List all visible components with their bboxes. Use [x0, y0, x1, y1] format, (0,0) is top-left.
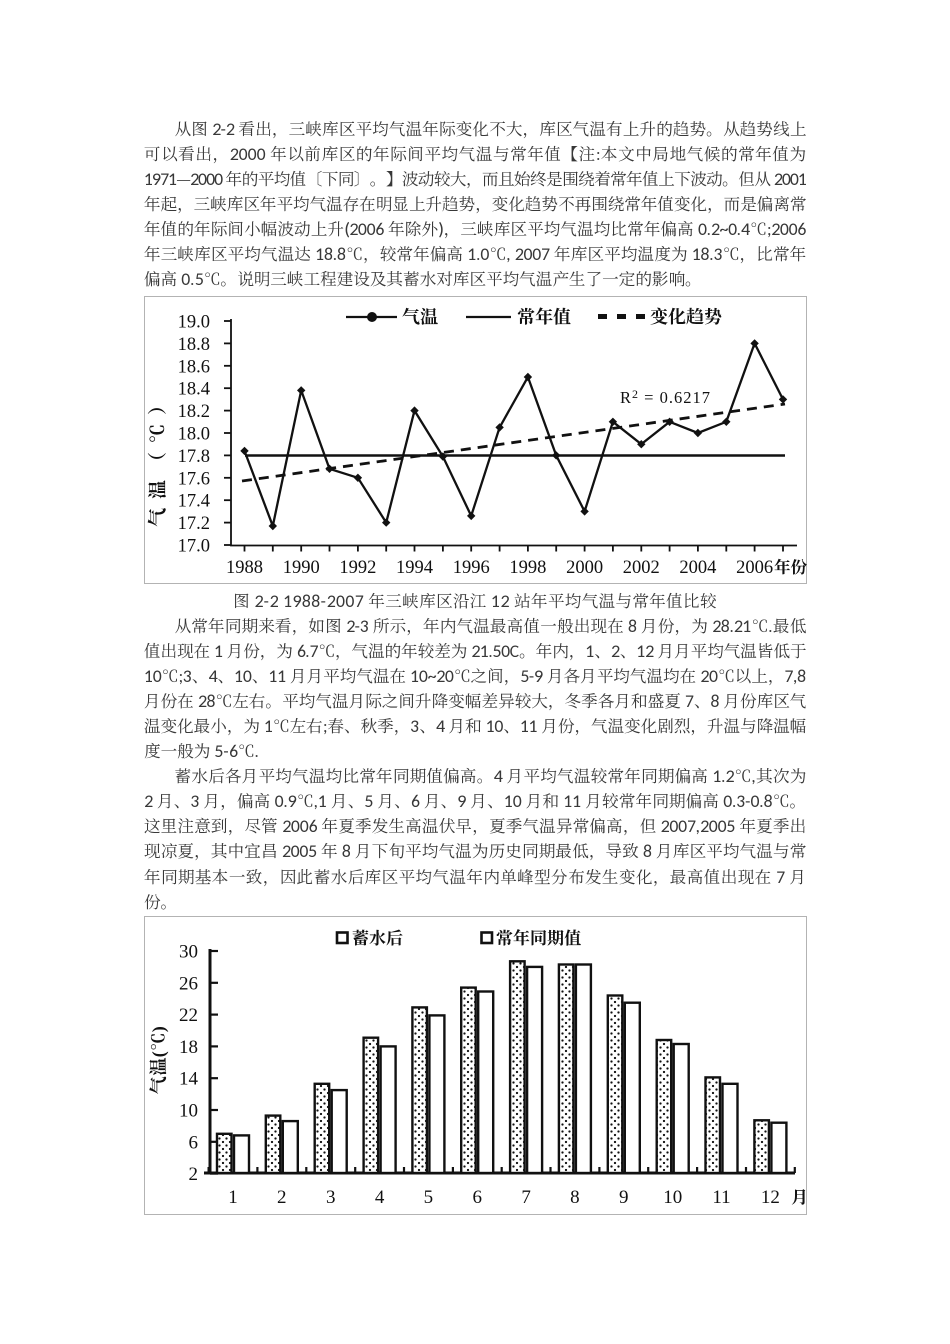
svg-text:18.2: 18.2 — [178, 402, 210, 422]
svg-text:1994: 1994 — [396, 558, 433, 578]
svg-text:2002: 2002 — [623, 558, 660, 578]
svg-text:17.6: 17.6 — [178, 469, 210, 489]
svg-text:2: 2 — [277, 1187, 287, 1208]
svg-text:7: 7 — [521, 1187, 531, 1208]
svg-text:17.4: 17.4 — [178, 492, 210, 512]
svg-text:6: 6 — [189, 1132, 199, 1153]
svg-text:1988: 1988 — [226, 558, 263, 578]
svg-text:22: 22 — [179, 1005, 198, 1026]
svg-text:常年值: 常年值 — [517, 303, 572, 329]
svg-text:常年同期值: 常年同期值 — [496, 924, 581, 949]
svg-text:8: 8 — [570, 1187, 580, 1208]
svg-text:变化趋势: 变化趋势 — [650, 303, 722, 329]
svg-text:5: 5 — [424, 1187, 434, 1208]
svg-text:3: 3 — [326, 1187, 336, 1208]
svg-text:11: 11 — [712, 1187, 730, 1208]
svg-text:1: 1 — [228, 1187, 238, 1208]
svg-text:月: 月 — [791, 1183, 807, 1208]
svg-text:1998: 1998 — [509, 558, 546, 578]
svg-text:18.8: 18.8 — [178, 335, 210, 355]
svg-text:19.0: 19.0 — [178, 313, 210, 333]
svg-text:10: 10 — [663, 1187, 682, 1208]
svg-text:18: 18 — [179, 1037, 198, 1058]
svg-text:10: 10 — [179, 1101, 198, 1122]
svg-text:4: 4 — [375, 1187, 385, 1208]
svg-text:1996: 1996 — [453, 558, 490, 578]
svg-text:R2 = 0.6217: R2 = 0.6217 — [620, 387, 711, 407]
svg-text:6: 6 — [472, 1187, 482, 1208]
svg-text:14: 14 — [179, 1069, 199, 1090]
svg-text:30: 30 — [179, 942, 198, 963]
svg-text:9: 9 — [619, 1187, 629, 1208]
svg-text:1992: 1992 — [339, 558, 376, 578]
svg-text:1990: 1990 — [283, 558, 320, 578]
svg-text:气温(℃): 气温(℃) — [145, 1026, 171, 1095]
svg-text:2006: 2006 — [736, 558, 773, 578]
svg-text:17.2: 17.2 — [178, 514, 210, 534]
svg-text:18.0: 18.0 — [178, 425, 210, 445]
svg-text:2: 2 — [189, 1164, 199, 1185]
svg-text:12: 12 — [761, 1187, 780, 1208]
svg-text:17.8: 17.8 — [178, 447, 210, 467]
svg-text:17.0: 17.0 — [178, 537, 210, 557]
svg-text:年份: 年份 — [774, 554, 807, 578]
svg-text:气温: 气温 — [402, 303, 438, 329]
svg-text:蓄水后: 蓄水后 — [352, 924, 403, 949]
svg-text:18.6: 18.6 — [178, 357, 210, 377]
svg-text:2000: 2000 — [566, 558, 603, 578]
svg-text:2004: 2004 — [679, 558, 716, 578]
svg-text:18.4: 18.4 — [178, 380, 210, 400]
svg-text:气温（℃）: 气温（℃） — [144, 387, 170, 527]
svg-text:26: 26 — [179, 973, 198, 994]
